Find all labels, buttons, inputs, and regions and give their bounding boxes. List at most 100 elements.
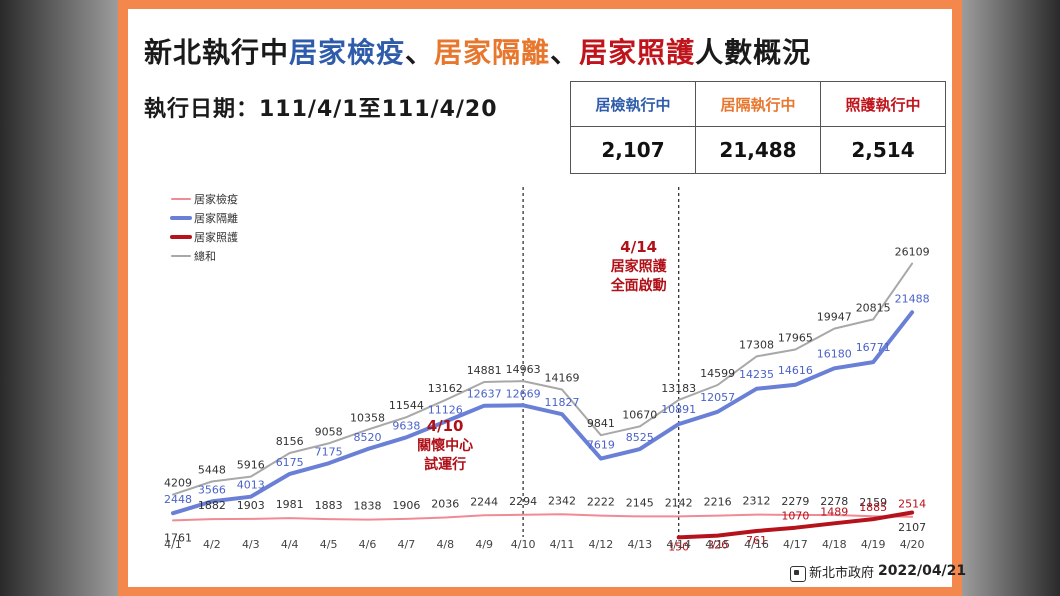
annotation-text-0: 關懷中心 bbox=[417, 437, 473, 454]
total-data-label: 9841 bbox=[587, 417, 615, 430]
quarantine-data-label: 2222 bbox=[587, 496, 615, 509]
x-tick-label: 4/9 bbox=[475, 538, 493, 551]
footer-date: 2022/04/21 bbox=[878, 563, 967, 579]
total-data-label: 17308 bbox=[739, 338, 774, 351]
isolation-data-label: 11126 bbox=[428, 404, 463, 417]
care-data-label: 1070 bbox=[781, 510, 809, 523]
isolation-data-label: 7175 bbox=[315, 445, 343, 458]
city-logo: 新北市政府 bbox=[790, 562, 874, 582]
legend-label-isolation: 居家隔離 bbox=[194, 211, 238, 225]
quarantine-data-label: 2278 bbox=[820, 495, 848, 508]
x-tick-label: 4/4 bbox=[281, 538, 299, 551]
x-tick-label: 4/18 bbox=[822, 538, 847, 551]
quarantine-data-label: 2312 bbox=[743, 495, 771, 508]
x-tick-label: 4/8 bbox=[436, 538, 454, 551]
quarantine-data-label: 2159 bbox=[859, 496, 887, 509]
isolation-data-label: 7619 bbox=[587, 439, 615, 452]
x-tick-label: 4/20 bbox=[900, 538, 925, 551]
title-isolation: 居家隔離 bbox=[434, 36, 551, 69]
annotation-text-1: 全面啟動 bbox=[610, 277, 667, 294]
x-tick-label: 4/12 bbox=[589, 538, 614, 551]
total-data-label: 14881 bbox=[467, 364, 502, 377]
page-title: 新北執行中居家檢疫、居家隔離、居家照護人數概況 bbox=[144, 31, 811, 71]
quarantine-data-label: 1883 bbox=[315, 499, 343, 512]
series-line-isolation bbox=[171, 310, 915, 516]
total-data-label: 13162 bbox=[428, 382, 463, 395]
isolation-data-label: 8520 bbox=[354, 431, 382, 444]
x-tick-label: 4/14 bbox=[666, 538, 691, 551]
isolation-data-label: 8525 bbox=[626, 431, 654, 444]
isolation-data-label: 12057 bbox=[700, 391, 735, 404]
care-data-label: 2514 bbox=[898, 497, 926, 510]
total-data-label: 19947 bbox=[817, 311, 852, 324]
execution-period: 執行日期：111/4/1至111/4/20 bbox=[144, 97, 498, 122]
title-quarantine: 居家檢疫 bbox=[289, 36, 406, 69]
title-suffix: 人數概況 bbox=[695, 36, 812, 69]
legend-label-quarantine: 居家檢疫 bbox=[194, 192, 238, 206]
x-tick-label: 4/5 bbox=[320, 538, 338, 551]
quarantine-data-label: 1761 bbox=[164, 531, 192, 544]
isolation-data-label: 3566 bbox=[198, 483, 226, 496]
quarantine-data-label: 1903 bbox=[237, 499, 265, 512]
x-tick-label: 4/11 bbox=[550, 538, 575, 551]
summary-header-care: 照護執行中 bbox=[820, 81, 946, 127]
total-data-label: 9058 bbox=[315, 425, 343, 438]
isolation-data-label: 4013 bbox=[237, 479, 265, 492]
total-data-label: 4209 bbox=[164, 477, 192, 490]
total-data-label: 8156 bbox=[276, 435, 304, 448]
city-logo-text: 新北市政府 bbox=[809, 566, 875, 581]
legend-label-care: 居家照護 bbox=[194, 230, 238, 244]
total-data-label: 13183 bbox=[661, 382, 696, 395]
quarantine-data-label: 2145 bbox=[626, 496, 654, 509]
summary-value-quarantine: 2,107 bbox=[570, 126, 696, 174]
quarantine-data-label: 2244 bbox=[470, 495, 498, 508]
legend-label-total: 總和 bbox=[194, 249, 216, 263]
total-data-label: 14169 bbox=[545, 372, 580, 385]
isolation-data-label: 9638 bbox=[392, 419, 420, 432]
total-data-label: 10358 bbox=[350, 412, 385, 425]
x-tick-label: 4/7 bbox=[398, 538, 416, 551]
total-data-label: 10670 bbox=[622, 408, 657, 421]
isolation-data-label: 16771 bbox=[856, 341, 891, 354]
isolation-data-label: 2448 bbox=[164, 493, 192, 506]
summary-table: 居檢執行中 居隔執行中 照護執行中 2,107 21,488 2,514 bbox=[570, 81, 946, 174]
total-data-label: 17965 bbox=[778, 331, 813, 344]
left-backdrop bbox=[0, 0, 118, 596]
quarantine-data-label: 1838 bbox=[354, 500, 382, 513]
isolation-data-label: 11827 bbox=[545, 396, 580, 409]
isolation-data-label: 10891 bbox=[661, 403, 696, 416]
isolation-data-label: 6175 bbox=[276, 456, 304, 469]
x-tick-label: 4/1 bbox=[164, 538, 182, 551]
care-data-label: 1885 bbox=[859, 501, 887, 514]
quarantine-data-label: 2342 bbox=[548, 494, 576, 507]
annotation-text-0: 試運行 bbox=[424, 456, 466, 473]
total-data-label: 14963 bbox=[506, 363, 541, 376]
x-tick-label: 4/17 bbox=[783, 538, 808, 551]
quarantine-data-label: 1882 bbox=[198, 499, 226, 512]
quarantine-data-label: 2294 bbox=[509, 495, 537, 508]
series-line-care bbox=[676, 510, 915, 540]
quarantine-data-label: 1981 bbox=[276, 498, 304, 511]
quarantine-data-label: 2142 bbox=[665, 496, 693, 509]
summary-value-isolation: 21,488 bbox=[695, 126, 821, 174]
x-tick-label: 4/19 bbox=[861, 538, 886, 551]
care-data-label: 1489 bbox=[820, 505, 848, 518]
total-data-label: 14599 bbox=[700, 367, 735, 380]
x-tick-label: 4/10 bbox=[511, 538, 536, 551]
quarantine-data-label: 2107 bbox=[898, 521, 926, 534]
annotation-text-1: 居家照護 bbox=[611, 258, 668, 275]
title-sep-1: 、 bbox=[405, 36, 435, 69]
quarantine-data-label: 2216 bbox=[704, 496, 732, 509]
slide-panel: 新北執行中居家檢疫、居家隔離、居家照護人數概況 執行日期：111/4/1至111… bbox=[128, 9, 966, 587]
isolation-data-label: 12669 bbox=[506, 387, 541, 400]
quarantine-data-label: 2036 bbox=[431, 498, 459, 511]
isolation-data-label: 14235 bbox=[739, 368, 774, 381]
total-data-label: 26109 bbox=[895, 246, 930, 259]
care-data-label: 150 bbox=[668, 540, 689, 553]
title-care: 居家照護 bbox=[579, 36, 696, 69]
care-data-label: 761 bbox=[746, 534, 767, 547]
x-tick-label: 4/3 bbox=[242, 538, 260, 551]
title-prefix: 新北執行中 bbox=[144, 36, 290, 69]
isolation-data-label: 16180 bbox=[817, 347, 852, 360]
slide-frame: 新北執行中居家檢疫、居家隔離、居家照護人數概況 執行日期：111/4/1至111… bbox=[118, 0, 966, 596]
